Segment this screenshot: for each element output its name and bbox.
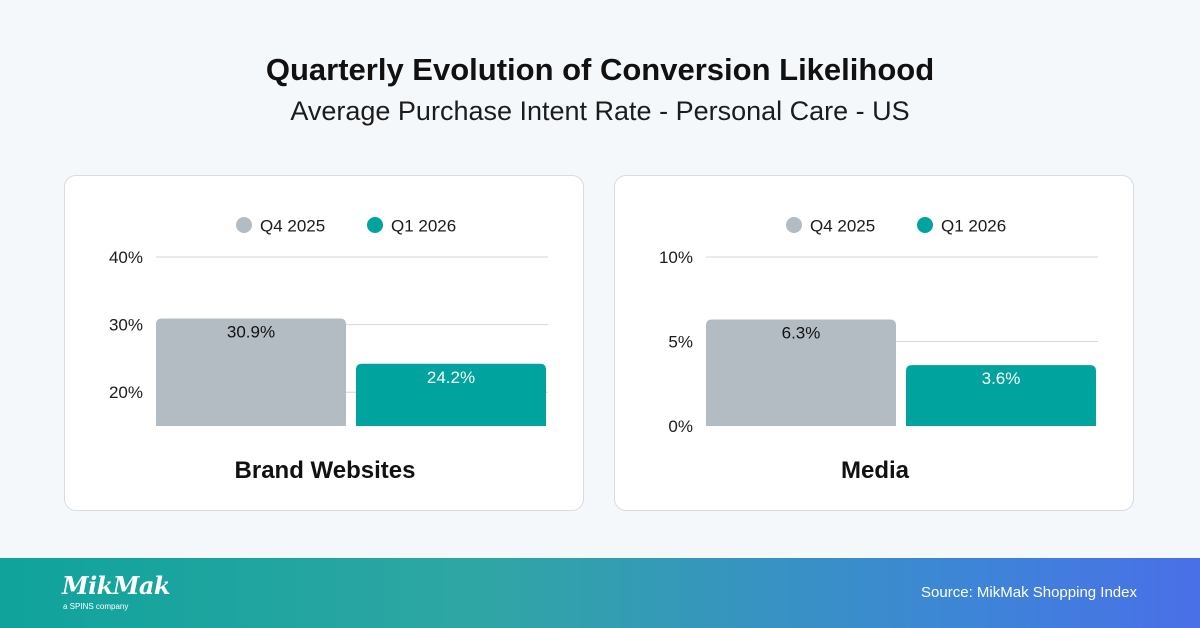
y-tick-label: 0%: [668, 417, 693, 436]
data-label: 3.6%: [982, 369, 1021, 388]
bar-q4-2025: [706, 319, 896, 426]
data-label: 6.3%: [782, 324, 821, 343]
legend-swatch: [236, 217, 252, 233]
page-subtitle: Average Purchase Intent Rate - Personal …: [290, 96, 910, 126]
legend-label: Q4 2025: [810, 217, 875, 236]
chart-brand-websites: Q4 2025 Q1 2026 20% 30% 40% 30.9% 24.2% Brand W…: [109, 217, 548, 484]
legend-label: Q1 2026: [941, 217, 1006, 236]
legend-label: Q1 2026: [391, 217, 456, 236]
logo-subtext: a SPINS company: [63, 602, 129, 611]
chart-title: Media: [841, 457, 910, 484]
mikmak-logo: MikMak: [62, 571, 171, 600]
y-tick-label: 40%: [109, 248, 143, 267]
bar-q1-2026: [356, 363, 546, 426]
legend-swatch: [367, 217, 383, 233]
bar-q1-2026: [906, 365, 1096, 426]
chart-card-media: Q4 2025 Q1 2026 0% 5% 10% 6.3% 3.6% Media: [614, 175, 1134, 511]
bar-q4-2025: [156, 318, 346, 426]
y-tick-label: 20%: [109, 383, 143, 402]
chart-title: Brand Websites: [235, 457, 416, 484]
data-label: 30.9%: [227, 323, 275, 342]
footer-bar: MikMak a SPINS company Source: MikMak Sh…: [0, 558, 1200, 628]
y-tick-label: 10%: [659, 248, 693, 267]
legend-swatch: [917, 217, 933, 233]
chart-media: Q4 2025 Q1 2026 0% 5% 10% 6.3% 3.6% Media: [659, 217, 1098, 484]
y-tick-label: 30%: [109, 316, 143, 335]
legend-swatch: [786, 217, 802, 233]
y-tick-label: 5%: [668, 333, 693, 352]
source-note: Source: MikMak Shopping Index: [921, 584, 1137, 601]
data-label: 24.2%: [427, 368, 475, 387]
legend-label: Q4 2025: [260, 217, 325, 236]
page-title: Quarterly Evolution of Conversion Likeli…: [265, 52, 935, 87]
chart-card-brand-websites: Q4 2025 Q1 2026 20% 30% 40% 30.9% 24.2% Brand W…: [64, 175, 584, 511]
